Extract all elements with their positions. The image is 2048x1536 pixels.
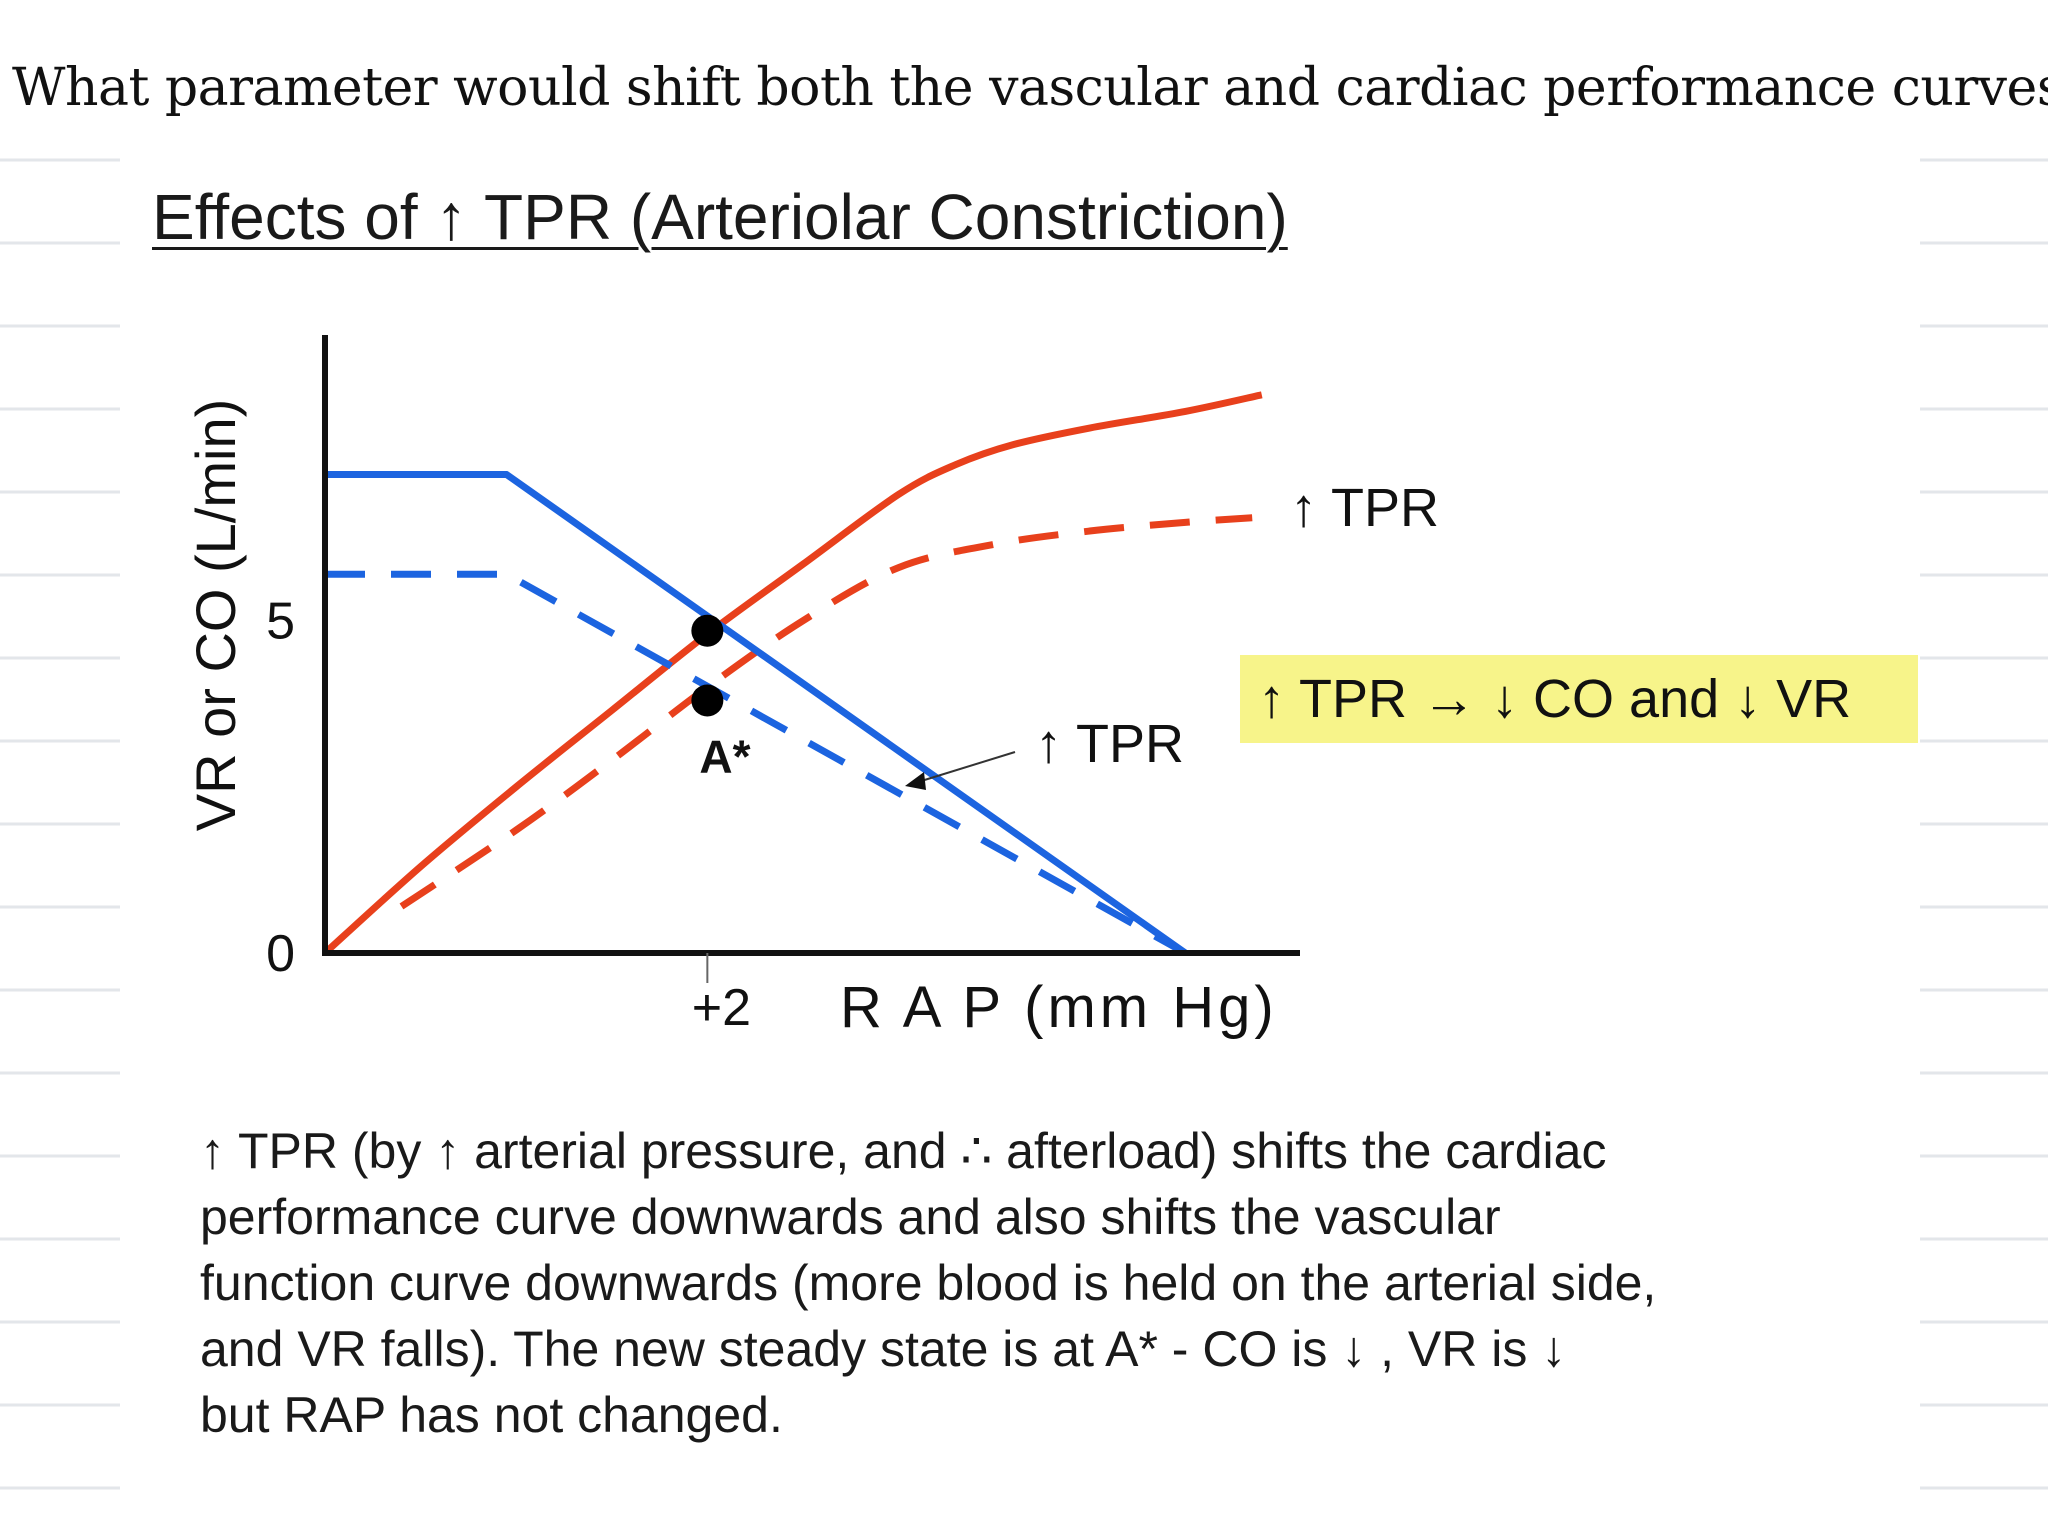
figure-title: Effects of ↑ TPR (Arteriolar Constrictio… (152, 181, 1288, 253)
y-tick-label: 5 (266, 593, 295, 651)
series-line-1 (322, 391, 1263, 956)
x-tick-label: +2 (692, 979, 751, 1037)
series-line-2 (399, 514, 1253, 910)
point-label: A* (699, 730, 750, 782)
highlight-summary: ↑ TPR → ↓ CO and ↓ VR (1240, 655, 1918, 743)
series-line-3 (325, 471, 1188, 956)
y-tick-label: 0 (266, 925, 295, 983)
caption-line: ↑ TPR (by ↑ arterial pressure, and ∴ aft… (200, 1123, 1607, 1179)
annotation-vascular-tpr: ↑ TPR (1035, 714, 1184, 774)
series-line-4 (325, 570, 1187, 957)
caption-line: performance curve downwards and also shi… (200, 1189, 1501, 1245)
caption-line: and VR falls). The new steady state is a… (200, 1321, 1567, 1377)
annotation-pointer (917, 751, 1016, 783)
equilibrium-point-2 (691, 684, 724, 717)
caption: ↑ TPR (by ↑ arterial pressure, and ∴ aft… (200, 1118, 1840, 1448)
caption-line: but RAP has not changed. (200, 1387, 783, 1443)
x-axis-label: R A P (mm Hg) (840, 975, 1278, 1040)
annotation-arrowhead (905, 772, 926, 790)
equilibrium-point-1 (691, 614, 724, 647)
annotation-cardiac-tpr: ↑ TPR (1290, 478, 1439, 538)
y-axis-label: VR or CO (L/min) (184, 399, 247, 832)
caption-line: function curve downwards (more blood is … (200, 1255, 1657, 1311)
question-text: What parameter would shift both the vasc… (12, 58, 2048, 118)
